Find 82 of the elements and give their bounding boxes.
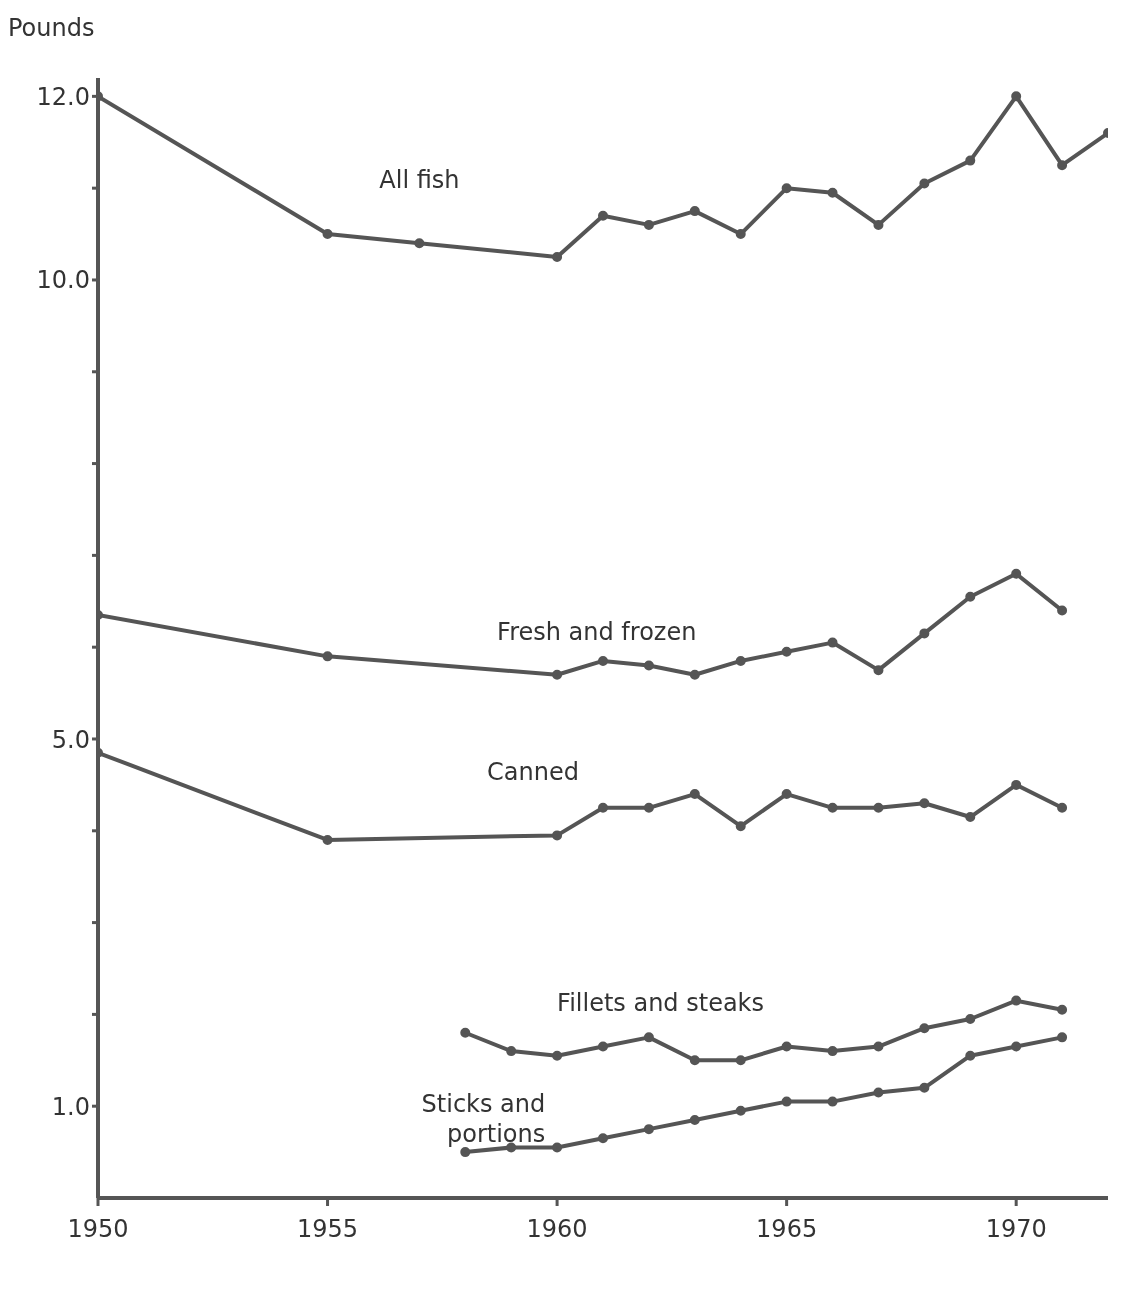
point — [965, 812, 976, 823]
point — [1057, 1032, 1068, 1043]
point — [827, 187, 838, 198]
point — [1011, 568, 1022, 579]
series-label: Fresh and frozen — [497, 617, 697, 646]
point — [873, 219, 884, 230]
point — [460, 1027, 471, 1038]
point — [781, 646, 792, 657]
point — [1011, 779, 1022, 790]
point — [919, 798, 930, 809]
point — [1057, 605, 1068, 616]
point — [735, 1055, 746, 1066]
point — [1057, 1004, 1068, 1015]
point — [735, 229, 746, 240]
point — [919, 1023, 930, 1034]
point — [781, 789, 792, 800]
point — [322, 229, 333, 240]
point — [598, 802, 608, 813]
point — [598, 655, 608, 666]
series-label: All fish — [379, 166, 460, 195]
x-tick-label: 1955 — [297, 1215, 359, 1244]
point — [598, 210, 608, 221]
point — [827, 802, 838, 813]
point — [643, 219, 654, 230]
y-axis-title: Pounds — [8, 14, 95, 42]
point — [552, 1050, 563, 1061]
point — [689, 1055, 700, 1066]
point — [643, 1124, 654, 1135]
point — [689, 1114, 700, 1125]
point — [322, 651, 333, 662]
point — [322, 834, 333, 845]
y-tick-label: 5.0 — [51, 725, 90, 754]
point — [873, 802, 884, 813]
point — [919, 628, 930, 639]
point — [552, 252, 563, 263]
point — [735, 655, 746, 666]
point — [689, 206, 700, 217]
point — [598, 1133, 608, 1144]
point — [735, 1105, 746, 1116]
point — [643, 1032, 654, 1043]
point — [781, 1096, 792, 1107]
x-tick-label: 1950 — [67, 1215, 129, 1244]
point — [643, 660, 654, 671]
point — [1011, 1041, 1022, 1052]
point — [1057, 802, 1068, 813]
point — [735, 821, 746, 832]
series-label: Fillets and steaks — [557, 988, 765, 1017]
point — [827, 1046, 838, 1057]
x-tick-label: 1960 — [526, 1215, 588, 1244]
point — [414, 238, 425, 249]
point — [919, 1082, 930, 1093]
point — [552, 669, 563, 680]
point — [1057, 160, 1068, 171]
point — [552, 830, 563, 841]
point — [965, 1013, 976, 1024]
x-tick-label: 1970 — [985, 1215, 1047, 1244]
series-label: Canned — [487, 758, 579, 787]
point — [965, 1050, 976, 1061]
point — [965, 155, 976, 166]
y-tick-label: 12.0 — [36, 82, 90, 111]
point — [689, 669, 700, 680]
point — [1011, 91, 1022, 102]
point — [506, 1046, 517, 1057]
point — [873, 1087, 884, 1098]
point — [781, 183, 792, 194]
y-tick-label: 1.0 — [51, 1092, 90, 1121]
point — [689, 789, 700, 800]
point — [827, 637, 838, 648]
point — [643, 802, 654, 813]
point — [873, 1041, 884, 1052]
point — [598, 1041, 608, 1052]
point — [873, 665, 884, 676]
point — [1011, 995, 1022, 1006]
point — [781, 1041, 792, 1052]
x-tick-label: 1965 — [756, 1215, 818, 1244]
point — [965, 591, 976, 602]
point — [552, 1142, 563, 1153]
point — [460, 1147, 471, 1158]
point — [827, 1096, 838, 1107]
y-tick-label: 10.0 — [36, 266, 90, 295]
series-label: Sticks and portions — [421, 1090, 546, 1149]
point — [919, 178, 930, 189]
